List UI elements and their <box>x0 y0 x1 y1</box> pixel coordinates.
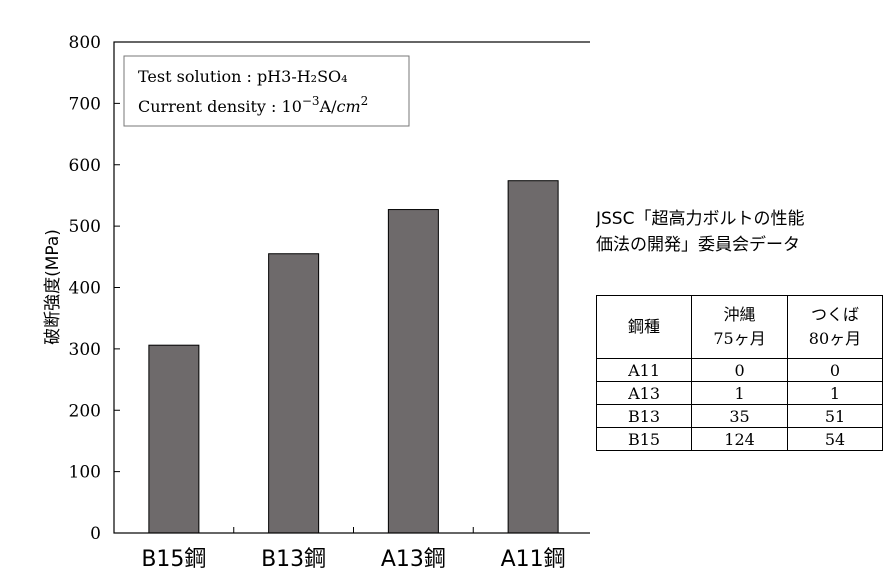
table-cell: 1 <box>691 381 788 405</box>
y-tick-label: 0 <box>90 524 101 544</box>
table-row: B15 124 54 <box>596 427 883 451</box>
table-row: A11 0 0 <box>596 358 883 382</box>
x-category-label: B13鋼 <box>261 547 326 572</box>
y-tick-label: 400 <box>69 279 101 299</box>
corrosion-table: 鋼種 沖縄 75ヶ月 つくば 80ヶ月 A11 0 0 A13 1 1 B13 35… <box>596 295 883 451</box>
y-tick-label: 100 <box>69 463 101 483</box>
bar <box>148 344 200 534</box>
header-steel: 鋼種 <box>596 295 693 359</box>
y-tick-label: 200 <box>69 401 101 421</box>
table-cell: A13 <box>596 381 693 405</box>
y-axis-label: 破断強度(MPa) <box>43 229 63 345</box>
table-row: B13 35 51 <box>596 404 883 428</box>
plot-frame <box>113 41 590 534</box>
x-category-label: B15鋼 <box>141 547 206 572</box>
table-caption: JSSC「超高力ボルトの性能 価法の開発」委員会データ <box>596 206 883 258</box>
table-header-row: 鋼種 沖縄 75ヶ月 つくば 80ヶ月 <box>596 295 883 359</box>
table-cell: 124 <box>691 427 788 451</box>
legend-line-1: Test solution : pH3-H₂SO₄ <box>138 67 348 86</box>
x-category-label: A11鋼 <box>501 547 566 572</box>
caption-line-2: 価法の開発」委員会データ <box>596 235 800 255</box>
bar <box>387 209 439 534</box>
y-tick-label: 700 <box>69 94 101 114</box>
x-category-label: A13鋼 <box>381 547 446 572</box>
table-cell: 1 <box>786 381 883 405</box>
y-tick-label: 300 <box>69 340 101 360</box>
table-cell: 35 <box>691 404 788 428</box>
y-tick-label: 800 <box>69 33 101 53</box>
legend-box: Test solution : pH3-H₂SO₄ Current densit… <box>123 55 410 127</box>
y-tick-label: 500 <box>69 217 101 237</box>
table-row: A13 1 1 <box>596 381 883 405</box>
table-cell: 54 <box>786 427 883 451</box>
header-okinawa: 沖縄 75ヶ月 <box>691 295 788 359</box>
table-cell: 0 <box>786 358 883 382</box>
header-tsukuba: つくば 80ヶ月 <box>786 295 883 359</box>
caption-line-1: JSSC「超高力ボルトの性能 <box>596 209 805 229</box>
corrosion-table-wrap: 鋼種 沖縄 75ヶ月 つくば 80ヶ月 A11 0 0 A13 1 1 B13 35… <box>596 295 883 451</box>
table-cell: 0 <box>691 358 788 382</box>
legend-line-2: Current density : 10−3A/cm2 <box>138 94 368 116</box>
table-cell: B15 <box>596 427 693 451</box>
table-cell: A11 <box>596 358 693 382</box>
bar <box>268 253 320 534</box>
y-tick-label: 600 <box>69 156 101 176</box>
table-cell: B13 <box>596 404 693 428</box>
bar <box>507 180 559 534</box>
table-cell: 51 <box>786 404 883 428</box>
bar-chart: 0 100 200 300 400 500 600 700 800 B15鋼 B13鋼 A13鋼 A1… <box>43 33 590 572</box>
